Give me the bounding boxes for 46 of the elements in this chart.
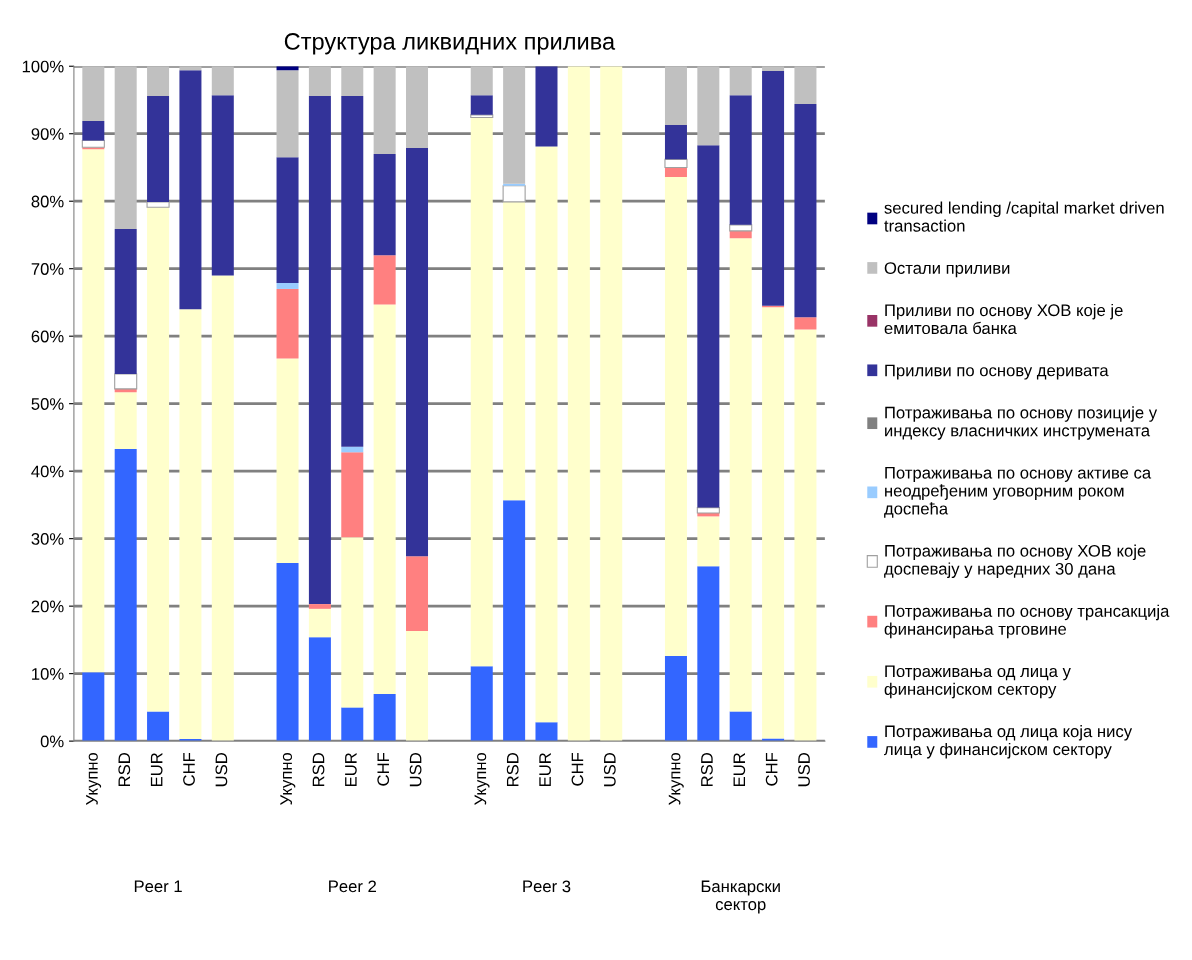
y-tick-label: 90% <box>31 128 64 140</box>
y-tick-label: 50% <box>31 398 64 410</box>
x-tick-label: EUR <box>733 753 746 787</box>
y-tick-label: 70% <box>31 263 64 275</box>
x-tick-label: USD <box>603 753 616 787</box>
x-tick-label: Укупно <box>86 752 102 805</box>
text: Peer 2 <box>329 880 376 893</box>
x-tick-label: USD <box>798 753 810 787</box>
y-tick-label: 100% <box>22 60 64 73</box>
text: Peer 1 <box>134 880 182 893</box>
x-tick-label: Укупно <box>280 752 296 805</box>
legend-label: Потраживања по основу трансакција финансирања трговине <box>884 604 1170 639</box>
x-tick-label: EUR <box>539 753 551 787</box>
y-tick-label: 20% <box>31 600 64 613</box>
y-tick-label: 80% <box>31 195 64 208</box>
legend-label: Остали приливи <box>884 262 1010 278</box>
legend-label: Потраживања по основу позиције у индексу власничких инструмената <box>885 406 1158 440</box>
x-tick-label: RSD <box>701 753 713 787</box>
x-tick-label: EUR <box>150 753 163 787</box>
legend-label: Приливи по основу ХОВ које је емитовала банка <box>884 303 1123 335</box>
x-tick-label: EUR <box>345 753 357 787</box>
x-tick-label: CHF <box>183 752 195 786</box>
x-tick-label: USD <box>215 753 228 787</box>
legend-label: Потраживања од лица која нису лица у финансијском сектору <box>884 724 1133 759</box>
legend-label: Потраживања по основу ХОВ које доспевају у наредних 30 дана <box>884 544 1146 578</box>
x-tick-label: Укупно <box>474 752 490 805</box>
x-tick-label: RSD <box>506 753 519 787</box>
y-tick-label: 40% <box>31 465 64 478</box>
x-tick-label: RSD <box>118 753 131 787</box>
legend-label: Приливи по основу деривата <box>885 364 1109 380</box>
legend-label: Потраживања по основу активе са неодређеним уговорним роком доспећа <box>884 467 1152 518</box>
y-tick-label: 60% <box>31 330 64 343</box>
y-tick-label: 10% <box>32 668 64 680</box>
y-tick-label: 30% <box>31 533 64 545</box>
x-tick-label: CHF <box>377 752 390 786</box>
x-tick-label: CHF <box>571 752 584 786</box>
legend-label: secured lending /capital market driven transaction <box>884 201 1164 232</box>
x-tick-label: CHF <box>765 752 778 786</box>
x-tick-label: USD <box>409 753 422 787</box>
text: Peer 3 <box>523 880 571 893</box>
x-tick-label: Укупно <box>668 752 684 805</box>
y-tick-label: 0% <box>40 735 64 748</box>
text: Банкарски сектор <box>701 880 780 914</box>
x-tick-label: RSD <box>312 753 325 787</box>
chart-title: Структура ликвидних прилива <box>284 33 616 55</box>
legend-label: Потраживања од лица у финансијском сектору <box>884 665 1071 699</box>
